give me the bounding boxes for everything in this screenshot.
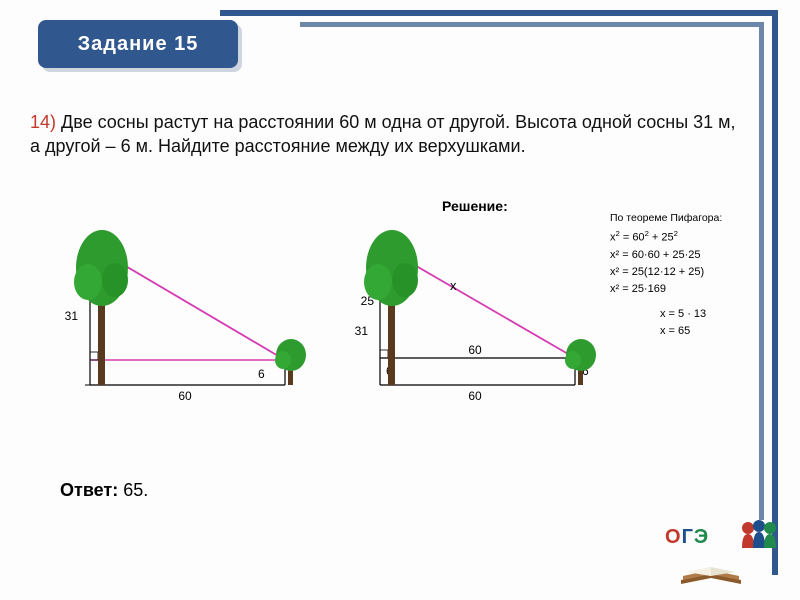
calc-line-3: x² = 25(12·12 + 25) — [610, 264, 722, 281]
books-icon — [677, 552, 747, 590]
task-tab-label: Задание 15 — [78, 33, 199, 56]
fig2-tree-short — [565, 339, 596, 385]
frame-top-outer — [220, 10, 778, 16]
calculation-block: По теореме Пифагора: x2 = 602 + 252 x² =… — [610, 210, 722, 340]
fig1-tree-tall — [74, 230, 128, 385]
answer: Ответ: 65. — [60, 480, 148, 501]
fig2-dist2: 60 — [468, 389, 482, 403]
answer-value: 65. — [123, 480, 148, 500]
calc-line-2: x² = 60·60 + 25·25 — [610, 247, 722, 264]
oge-logo: ОГЭ — [665, 520, 785, 590]
calc-header: По теореме Пифагора: — [610, 210, 722, 226]
task-tab: Задание 15 — [38, 20, 238, 68]
fig1-h1: 31 — [65, 309, 79, 323]
figure-right: 60 31 6 6 60 25 x — [330, 210, 610, 410]
fig1-h2: 6 — [258, 367, 265, 381]
frame-right-inner — [759, 22, 764, 520]
frame-top-inner — [300, 22, 764, 27]
calc-result-2: x = 65 — [660, 323, 722, 340]
fig2-dist1: 60 — [468, 343, 482, 357]
problem-number: 14) — [30, 112, 56, 132]
problem-body: Две сосны растут на расстоянии 60 м одна… — [30, 112, 736, 156]
calc-line-1: x2 = 602 + 252 — [610, 228, 722, 247]
calc-result-1: x = 5 · 13 — [660, 306, 722, 323]
fig1-dist: 60 — [178, 389, 192, 403]
figure-left: 60 31 6 — [40, 210, 320, 410]
fig2-h1: 31 — [355, 324, 369, 338]
oge-text: ОГЭ — [665, 526, 709, 549]
answer-label: Ответ: — [60, 480, 118, 500]
fig1-tree-short — [275, 339, 306, 385]
fig2-hyp: x — [450, 278, 457, 293]
problem-text: 14) Две сосны растут на расстоянии 60 м … — [30, 110, 740, 159]
frame-right-outer — [772, 10, 778, 575]
calc-line-4: x² = 25·169 — [610, 281, 722, 298]
